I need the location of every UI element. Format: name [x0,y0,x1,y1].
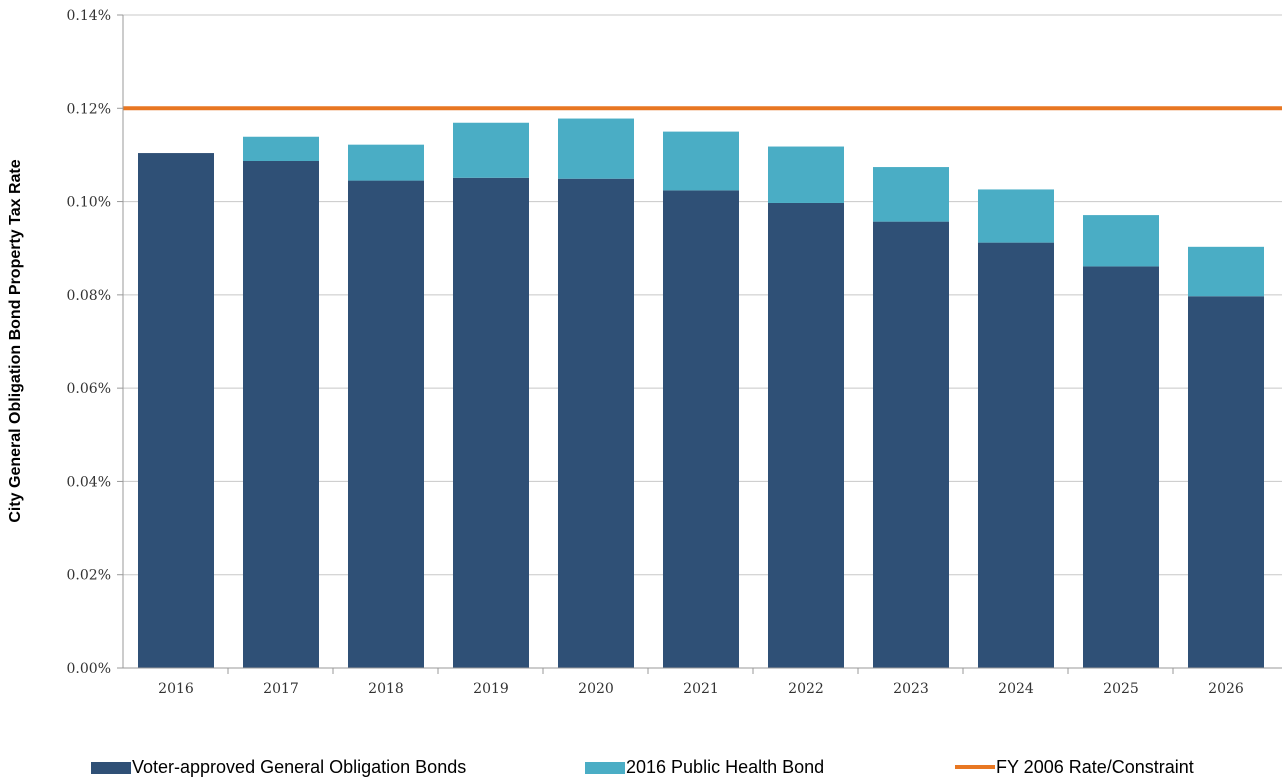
bar-public-health-2020 [558,118,634,179]
bar-general-obligation-2020 [558,178,634,668]
bar-public-health-2022 [768,146,844,203]
y-tick-label: 0.00% [67,661,111,677]
bar-general-obligation-2021 [663,190,739,668]
legend-item-public-health: 2016 Public Health Bond [585,757,824,777]
bar-general-obligation-2017 [243,160,319,669]
bar-public-health-2017 [243,136,319,161]
bar-public-health-2021 [663,131,739,191]
bar-general-obligation-2022 [768,202,844,669]
bar-general-obligation-2025 [1083,266,1159,668]
x-tick-label: 2016 [158,681,194,697]
bar-general-obligation-2023 [873,221,949,668]
bar-public-health-2024 [978,189,1054,243]
bars [138,118,1264,669]
y-tick-label: 0.06% [67,381,111,397]
legend-item-general-obligation: Voter-approved General Obligation Bonds [91,757,466,777]
legend-label: 2016 Public Health Bond [626,757,824,777]
x-tick-label: 2026 [1208,681,1244,697]
legend-label: FY 2006 Rate/Constraint [996,757,1194,777]
bar-general-obligation-2026 [1188,296,1264,668]
bar-general-obligation-2018 [348,180,424,668]
legend-item-constraint: FY 2006 Rate/Constraint [955,757,1194,777]
bar-public-health-2019 [453,122,529,178]
y-tick-label: 0.02% [67,568,111,584]
x-tick-label: 2022 [788,681,824,697]
legend-swatch [91,762,131,774]
legend-swatch [585,762,625,774]
y-tick-label: 0.10% [67,195,111,211]
bar-public-health-2023 [873,167,949,222]
y-axis-label: City General Obligation Bond Property Ta… [7,159,24,522]
y-tick-label: 0.08% [67,288,111,304]
legend-label: Voter-approved General Obligation Bonds [132,757,466,777]
x-tick-label: 2019 [473,681,509,697]
x-tick-label: 2023 [893,681,929,697]
x-tick-label: 2025 [1103,681,1139,697]
x-tick-label: 2024 [998,681,1034,697]
axes: 0.00% 0.02% 0.04% 0.06% 0.08% 0.10% 0.12% 0.14%… [67,8,1282,697]
y-tick-label: 0.04% [67,474,111,490]
bar-general-obligation-2019 [453,177,529,668]
bar-public-health-2026 [1188,246,1264,297]
x-tick-label: 2018 [368,681,404,697]
x-tick-label: 2020 [578,681,614,697]
bar-general-obligation-2016 [138,153,214,668]
bar-public-health-2018 [348,144,424,181]
x-tick-label: 2021 [683,681,719,697]
x-tick-label: 2017 [263,681,299,697]
y-tick-label: 0.14% [67,8,111,24]
bar-general-obligation-2024 [978,242,1054,669]
y-tick-label: 0.12% [67,101,111,117]
bar-public-health-2025 [1083,215,1159,267]
legend: Voter-approved General Obligation Bonds 2… [91,757,1194,777]
